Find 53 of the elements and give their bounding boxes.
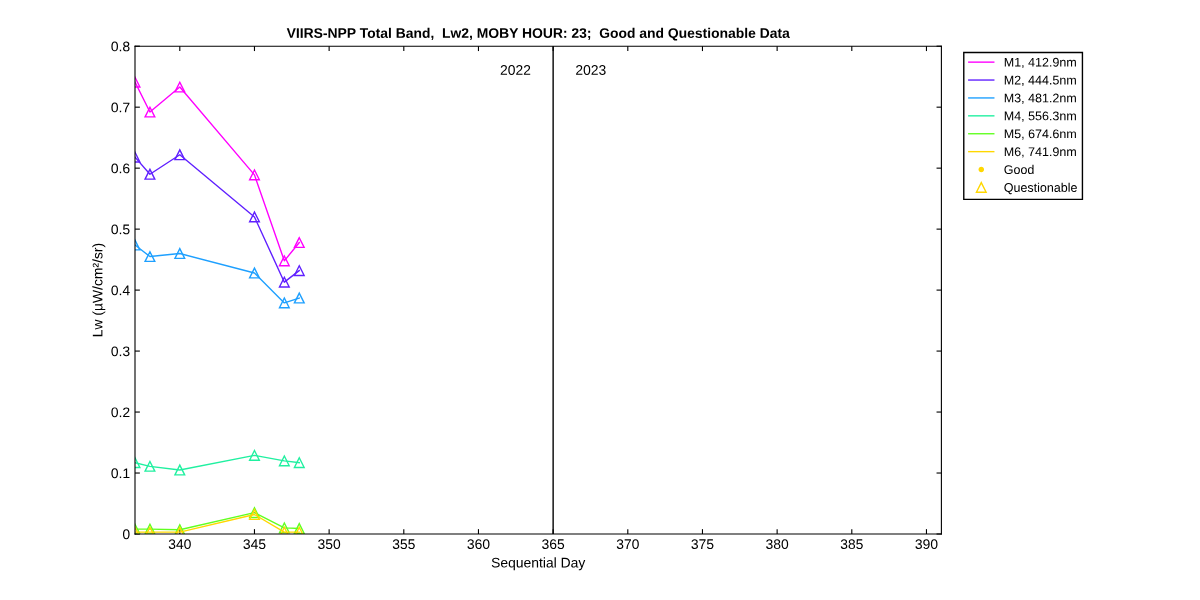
x-tick-label: 390 — [915, 539, 938, 550]
point — [293, 457, 305, 469]
y-tick-label: 0.3 — [111, 346, 130, 357]
y-tick-label: 0.5 — [111, 224, 130, 235]
legend-label: M1, 412.9nm — [1004, 57, 1076, 69]
point — [174, 149, 186, 161]
point — [293, 292, 305, 304]
annotation: 2023 — [576, 65, 606, 75]
point — [293, 265, 305, 277]
point — [174, 247, 186, 260]
point — [278, 297, 290, 309]
point — [278, 276, 290, 288]
y-tick-label: 0.4 — [111, 285, 130, 296]
legend-label: M2, 444.5nm — [1004, 75, 1076, 87]
y-tick-label: 0.1 — [111, 468, 130, 479]
legend-label: M3, 481.2nm — [1004, 93, 1076, 104]
y-tick-label: 0.2 — [111, 407, 130, 418]
point — [174, 464, 186, 476]
point — [278, 455, 290, 467]
chart-title: VIIRS-NPP Total Band, Lw2, MOBY HOUR: 23; Good and Questionable Data — [286, 27, 790, 41]
x-tick-label: 365 — [542, 539, 565, 550]
point — [248, 169, 261, 181]
x-tick-label: 375 — [691, 539, 714, 550]
point — [278, 255, 290, 267]
x-tick-label: 350 — [318, 539, 341, 550]
legend-label: M6, 741.9nm — [1004, 147, 1076, 158]
y-tick-label: 0.7 — [111, 102, 130, 113]
y-axis-title: Lw (µW/cm²/sr) — [92, 243, 106, 337]
point — [293, 236, 305, 249]
point — [144, 168, 156, 180]
point — [248, 211, 261, 223]
x-axis-title: Sequential Day — [491, 557, 586, 571]
legend-label: Good — [1004, 164, 1034, 175]
y-tick-label: 0.6 — [111, 163, 130, 174]
point — [144, 106, 156, 118]
x-tick-label: 360 — [467, 539, 490, 550]
point — [144, 251, 156, 263]
point — [144, 460, 156, 472]
y-tick-label: 0 — [122, 529, 130, 540]
legend-label: Questionable — [1004, 182, 1077, 195]
x-tick-label: 380 — [766, 539, 789, 550]
y-tick-label: 0.8 — [111, 41, 130, 52]
legend-label: M5, 674.6nm — [1004, 129, 1076, 140]
annotation: 2022 — [500, 65, 531, 75]
point — [248, 267, 261, 279]
x-tick-label: 385 — [840, 539, 863, 550]
x-tick-label: 340 — [168, 539, 191, 550]
x-tick-label: 355 — [392, 539, 415, 550]
legend-label: M4, 556.3nm — [1004, 111, 1076, 122]
x-tick-label: 345 — [243, 539, 266, 550]
point — [174, 81, 186, 93]
x-tick-label: 370 — [616, 539, 639, 550]
point — [248, 449, 261, 461]
